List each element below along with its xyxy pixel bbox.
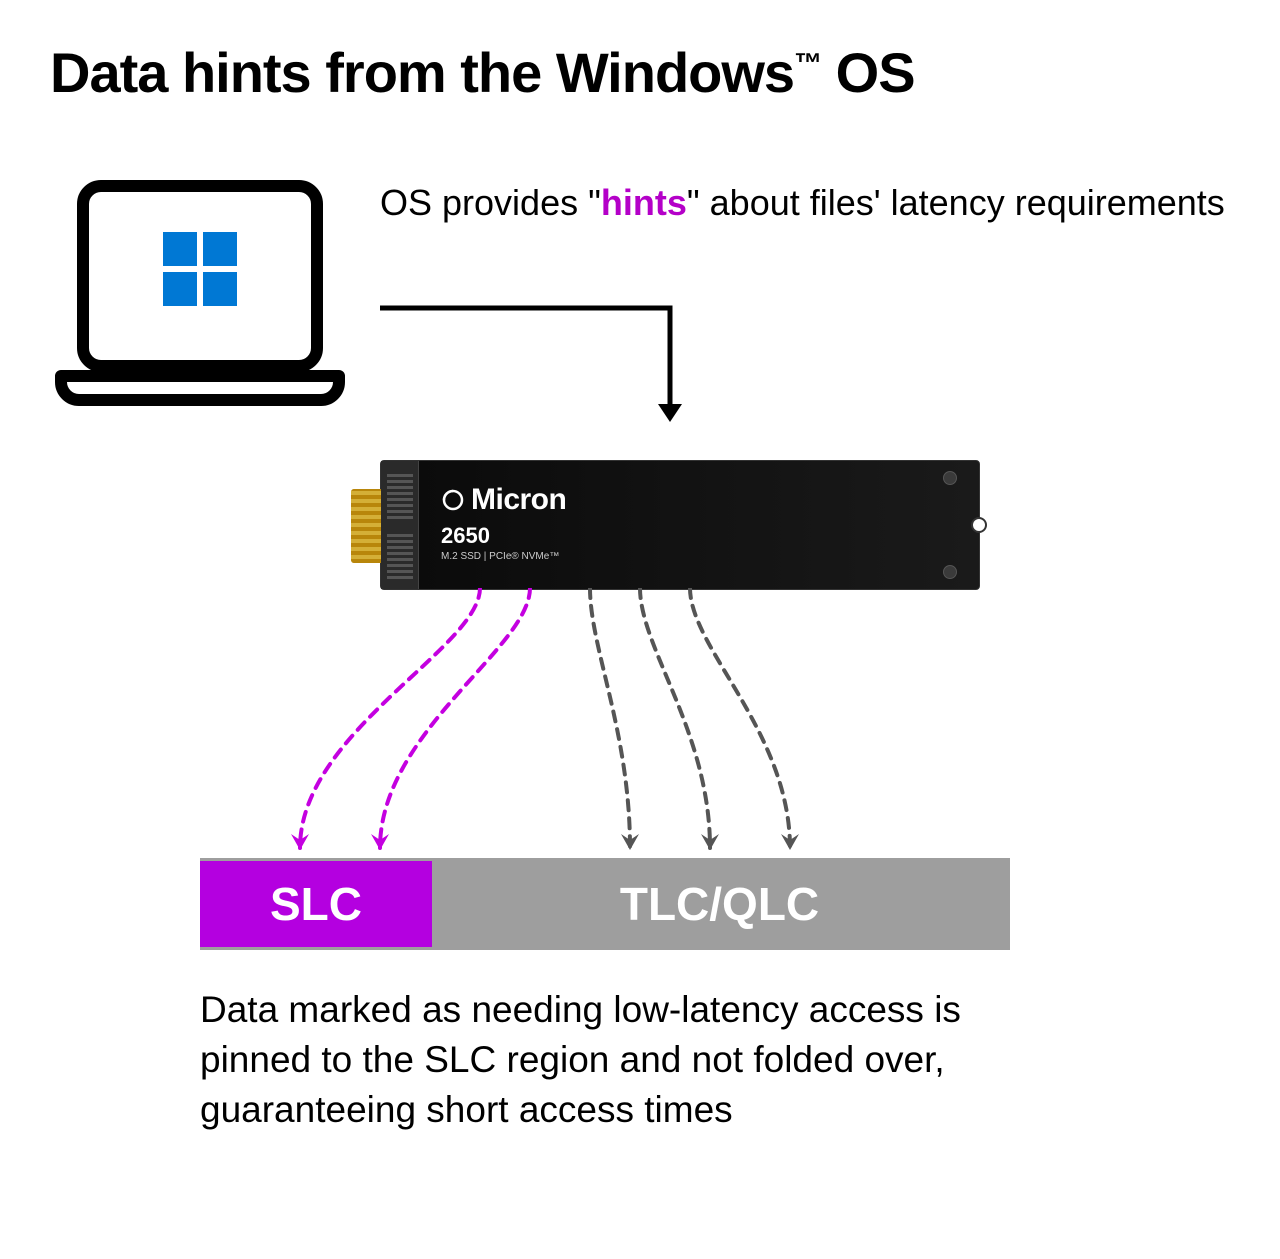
ssd-brand-text: Micron bbox=[471, 483, 566, 517]
ssd-model: 2650 bbox=[441, 523, 490, 549]
data-flow-arrows bbox=[190, 588, 1010, 858]
laptop-icon bbox=[55, 180, 345, 410]
title-pre: Data hints from the Windows bbox=[50, 41, 794, 104]
ssd-screw-hole-icon bbox=[973, 519, 985, 531]
hint-description: OS provides "hints" about files' latency… bbox=[380, 180, 1225, 227]
ssd-pad-icon bbox=[943, 565, 957, 579]
ssd-device: Micron 2650 M.2 SSD | PCIe® NVMe™ bbox=[380, 460, 980, 590]
hint-pre: OS provides " bbox=[380, 182, 601, 223]
title-post: OS bbox=[821, 41, 914, 104]
slc-region: SLC bbox=[200, 861, 432, 947]
bottom-description: Data marked as needing low-latency acces… bbox=[200, 985, 1070, 1135]
tlc-label: TLC/QLC bbox=[620, 877, 819, 931]
title-tm: ™ bbox=[794, 47, 821, 78]
windows-logo-icon bbox=[163, 232, 237, 306]
ssd-brand: Micron bbox=[441, 483, 566, 517]
page-title: Data hints from the Windows™ OS bbox=[50, 40, 915, 105]
micron-logo-icon bbox=[441, 488, 465, 512]
ssd-connector-icon bbox=[351, 489, 381, 563]
hint-post: " about files' latency requirements bbox=[687, 182, 1225, 223]
storage-regions: SLC TLC/QLC bbox=[200, 858, 1010, 950]
slc-label: SLC bbox=[270, 877, 362, 931]
ssd-subtitle: M.2 SSD | PCIe® NVMe™ bbox=[441, 551, 559, 562]
hint-accent: hints bbox=[601, 182, 687, 223]
ssd-pad-icon bbox=[943, 471, 957, 485]
tlc-qlc-region: TLC/QLC bbox=[432, 861, 1007, 947]
arrow-os-to-ssd bbox=[380, 300, 700, 430]
ssd-pcb-strip bbox=[381, 461, 419, 589]
